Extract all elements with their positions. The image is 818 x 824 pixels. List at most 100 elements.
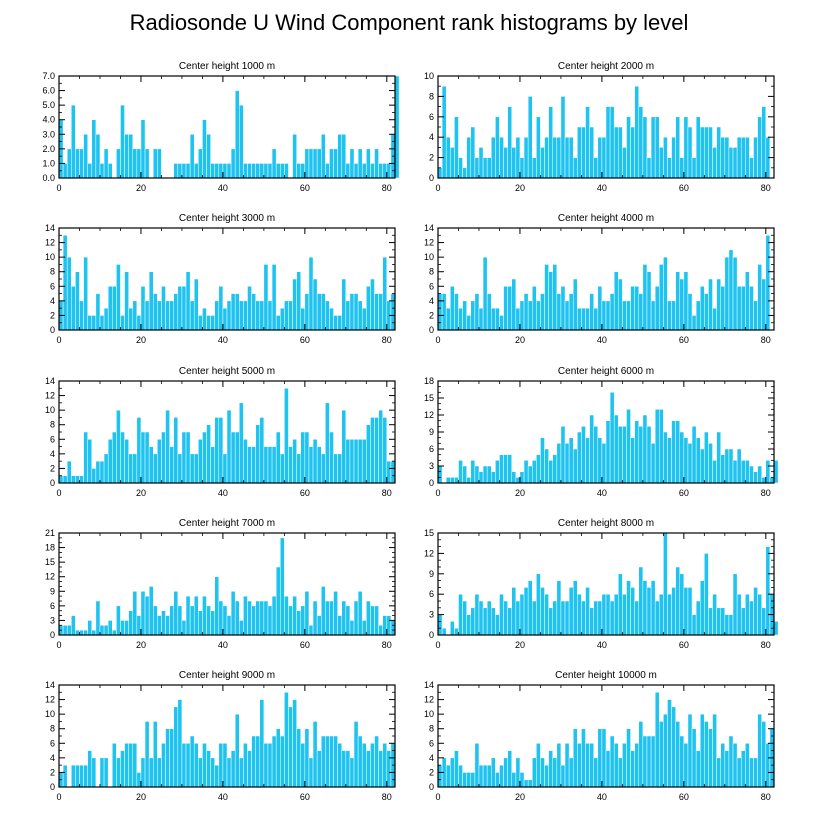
histogram-bar xyxy=(749,757,754,788)
histogram-bar xyxy=(609,600,615,636)
y-tick-label: 4 xyxy=(50,753,55,763)
x-tick-label: 80 xyxy=(761,640,771,650)
histogram-bar xyxy=(144,721,150,788)
histogram-bar xyxy=(107,439,113,484)
histogram-bar xyxy=(128,134,134,179)
histogram-bar xyxy=(601,136,607,179)
histogram-bar xyxy=(671,420,676,484)
histogram-bar xyxy=(308,446,314,484)
histogram-bar xyxy=(140,591,146,636)
histogram-bar xyxy=(87,163,93,179)
histogram-bar xyxy=(333,148,338,179)
histogram-bar xyxy=(646,271,652,331)
histogram-bar xyxy=(349,620,355,636)
histogram-bar xyxy=(292,439,297,484)
histogram-bar xyxy=(144,431,150,484)
histogram-bar xyxy=(462,167,467,179)
histogram-bar xyxy=(386,163,392,179)
histogram-bar xyxy=(337,743,342,788)
histogram-bar xyxy=(390,293,396,331)
histogram-bar xyxy=(671,587,676,636)
histogram-bar xyxy=(271,595,277,636)
histogram-bar xyxy=(495,772,500,788)
histogram-bar xyxy=(132,591,138,636)
histogram-bar xyxy=(650,443,656,484)
histogram-bar xyxy=(382,743,388,788)
histogram-bar xyxy=(288,706,293,788)
histogram-bar xyxy=(749,465,754,484)
histogram-bar xyxy=(271,735,277,788)
histogram-bar xyxy=(515,136,521,179)
x-tick-label: 0 xyxy=(435,335,440,345)
histogram-bar xyxy=(370,605,375,636)
y-tick-label: 8 xyxy=(50,724,55,734)
x-tick-label: 0 xyxy=(56,488,61,498)
histogram-bar xyxy=(312,278,318,331)
histogram-bar xyxy=(202,595,207,636)
y-tick-label: 12 xyxy=(424,238,434,248)
histogram-bar xyxy=(601,443,607,484)
histogram-bar xyxy=(370,278,375,331)
y-tick-label: 0 xyxy=(50,630,55,640)
histogram-bar xyxy=(597,728,603,788)
histogram-bar xyxy=(589,414,594,484)
histogram-bar xyxy=(95,293,101,331)
histogram-bar xyxy=(193,163,199,179)
histogram-bar xyxy=(206,750,211,788)
histogram-bar xyxy=(284,692,289,788)
histogram-bar xyxy=(732,147,738,179)
histogram-bar xyxy=(753,587,758,636)
histogram-bar xyxy=(572,278,578,331)
histogram-bar xyxy=(482,764,488,788)
histogram-bar xyxy=(450,757,455,788)
histogram-bar xyxy=(597,136,603,179)
x-tick-label: 0 xyxy=(435,183,440,193)
histogram-bar xyxy=(691,157,697,179)
histogram-bar xyxy=(320,735,326,788)
histogram-bar xyxy=(716,126,721,179)
histogram-bar xyxy=(333,315,338,331)
histogram-bar xyxy=(634,85,640,179)
histogram-bar xyxy=(679,735,685,788)
histogram-bar xyxy=(593,757,599,788)
histogram-bar xyxy=(206,134,211,179)
y-tick-label: 8 xyxy=(429,91,434,101)
y-tick-label: 2 xyxy=(50,463,55,473)
histogram-bar xyxy=(239,757,244,788)
histogram-bar xyxy=(572,157,578,179)
histogram-bar xyxy=(226,615,232,636)
histogram-bar xyxy=(66,625,72,636)
histogram-bar xyxy=(251,163,256,179)
histogram-bar xyxy=(120,315,125,331)
histogram-bar xyxy=(560,286,566,331)
histogram-bar xyxy=(300,307,306,331)
histogram-bar xyxy=(740,136,746,179)
histogram-bar xyxy=(280,735,285,788)
histogram-bar xyxy=(704,721,709,788)
histogram-bar xyxy=(124,620,129,636)
histogram-bar xyxy=(181,743,187,788)
histogram-bar xyxy=(511,587,517,636)
histogram-bar xyxy=(136,417,142,484)
histogram-bar xyxy=(341,409,347,484)
histogram-bar xyxy=(333,453,338,484)
histogram-bar xyxy=(593,600,599,636)
histogram-bar xyxy=(462,465,467,484)
histogram-bar xyxy=(753,471,758,484)
histogram-bar xyxy=(247,600,252,636)
histogram-bar xyxy=(193,595,199,636)
histogram-bar xyxy=(345,163,351,179)
histogram-bar xyxy=(189,134,195,179)
figure-title: Radiosonde U Wind Component rank histogr… xyxy=(129,10,689,35)
histogram-bar xyxy=(337,453,342,484)
histogram-bar xyxy=(454,293,459,331)
histogram-bar xyxy=(577,743,582,788)
histogram-bar xyxy=(630,126,635,179)
histogram-bar xyxy=(259,163,265,179)
histogram-bar xyxy=(732,573,738,636)
histogram-bar xyxy=(622,743,627,788)
histogram-bar xyxy=(683,743,689,788)
histogram-bar xyxy=(218,286,224,331)
histogram-bar xyxy=(650,116,656,179)
histogram-bar xyxy=(564,743,570,788)
